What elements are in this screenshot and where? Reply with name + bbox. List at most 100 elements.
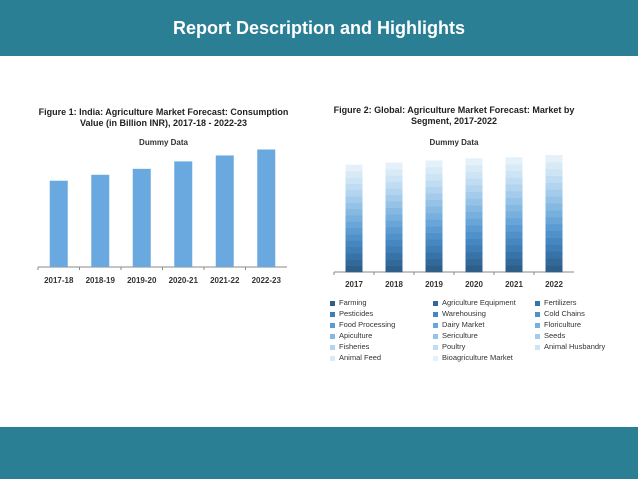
figure2-segment xyxy=(385,194,403,202)
figure2-segment xyxy=(545,168,563,177)
legend-item: Sericulture xyxy=(433,331,478,341)
figure1-bar xyxy=(132,168,151,267)
figure2-segment xyxy=(465,265,483,273)
figure2-segment xyxy=(545,189,563,197)
figure2-segment xyxy=(505,238,523,246)
figure1-tick-label: 2017-18 xyxy=(44,276,74,285)
legend-item: Cold Chains xyxy=(535,309,585,319)
figure2-segment xyxy=(345,183,363,191)
legend-item: Apiculture xyxy=(330,331,372,341)
figure2-segment xyxy=(545,203,563,211)
legend-swatch xyxy=(330,322,335,328)
figure2-segment xyxy=(385,239,403,247)
figure1-bar xyxy=(91,174,110,267)
figure2-segment xyxy=(345,234,363,241)
figure2-segment xyxy=(505,204,523,212)
figure2-segment xyxy=(385,233,403,241)
legend-swatch xyxy=(433,300,438,306)
legend-label: Seeds xyxy=(544,331,566,340)
figure2-segment xyxy=(545,251,563,259)
figure2-segment xyxy=(545,216,563,225)
figure2-segment xyxy=(385,226,403,234)
figure2-title: Figure 2: Global: Agriculture Market For… xyxy=(333,105,575,126)
figure2-segment xyxy=(505,224,523,232)
legend-label: Animal Feed xyxy=(339,353,382,362)
figure2-segment xyxy=(425,232,443,240)
figure2-segment xyxy=(345,253,363,260)
figure2-segment xyxy=(545,265,563,273)
figure2-segment xyxy=(465,178,483,186)
legend-label: Floriculture xyxy=(544,320,582,329)
figure2-segment xyxy=(545,210,563,218)
figure2-segment xyxy=(465,231,483,239)
figure2-segment xyxy=(545,237,563,245)
figure2-segment xyxy=(425,212,443,220)
figure2-segment xyxy=(465,185,483,193)
figure2-chart: 2017 2018 2019 2020 2021 2022 xyxy=(333,155,574,289)
figure1-tick-label: 2018-19 xyxy=(86,276,116,285)
figure2-segment xyxy=(385,246,403,253)
figure2-tick-label: 2022 xyxy=(545,280,563,289)
figure2-segment xyxy=(505,190,523,199)
figure2-segment xyxy=(385,265,403,273)
legend-label: Fisheries xyxy=(339,342,370,351)
figure2-segment xyxy=(505,211,523,219)
legend-swatch xyxy=(433,322,438,328)
figure2-segment xyxy=(465,205,483,213)
legend-label: Fertilizers xyxy=(544,298,577,307)
figure2-segment xyxy=(465,251,483,259)
figure2-segment xyxy=(345,189,363,197)
figure2-segment xyxy=(465,258,483,266)
legend-label: Bioagriculture Market xyxy=(442,353,513,362)
figure1-bar xyxy=(174,161,193,267)
figure2-segment xyxy=(505,170,523,178)
figure2-segment xyxy=(385,181,403,189)
legend-item: Pesticides xyxy=(330,309,373,319)
legend-swatch xyxy=(535,333,540,339)
figure2-segment xyxy=(385,162,403,170)
legend-item: Warehousing xyxy=(433,309,486,319)
figure2-segment xyxy=(345,259,363,266)
legend-item: Animal Feed xyxy=(330,353,381,363)
figure1-bar xyxy=(257,149,276,267)
figure2-segment xyxy=(505,217,523,226)
figure2-segment xyxy=(385,252,403,260)
figure2-segment xyxy=(425,206,443,214)
header-band: Report Description and Highlights xyxy=(0,0,638,56)
figure2-segment xyxy=(425,186,443,194)
figure2-segment xyxy=(505,177,523,185)
figure2-tick-label: 2019 xyxy=(425,280,443,289)
legend-item: Poultry xyxy=(433,342,465,352)
legend-swatch xyxy=(433,311,438,317)
figure2-segment xyxy=(465,198,483,206)
figure1-bar xyxy=(49,180,68,267)
figure2-segment xyxy=(425,160,443,168)
figure2-subtitle: Dummy Data xyxy=(429,138,479,147)
figure2-segment xyxy=(505,251,523,259)
figure2-segment xyxy=(465,211,483,219)
figure2-segment xyxy=(385,207,403,215)
legend-item: Bioagriculture Market xyxy=(433,353,513,363)
figure1-subtitle: Dummy Data xyxy=(139,138,188,147)
legend-item: Farming xyxy=(330,298,367,308)
figure2-segment xyxy=(425,239,443,247)
figure2-tick-label: 2017 xyxy=(345,280,363,289)
legend-swatch xyxy=(330,333,335,339)
figure1-bar xyxy=(215,155,234,267)
legend-label: Farming xyxy=(339,298,367,307)
figure2-segment xyxy=(465,245,483,253)
figure2-segment xyxy=(465,225,483,233)
legend-label: Animal Husbandry xyxy=(544,342,606,351)
figure2-segment xyxy=(345,240,363,248)
legend-swatch xyxy=(433,333,438,339)
figure2-segment xyxy=(545,223,563,232)
figure2-segment xyxy=(385,214,403,221)
figure1-tick-label: 2021-22 xyxy=(210,276,240,285)
legend-label: Pesticides xyxy=(339,309,374,318)
legend-label: Agriculture Equipment xyxy=(442,298,516,307)
figure2-segment xyxy=(505,244,523,253)
figure2-segment xyxy=(425,265,443,273)
figure2-segment xyxy=(345,196,363,203)
figure2-segment xyxy=(465,218,483,226)
figure2-segment xyxy=(465,238,483,246)
